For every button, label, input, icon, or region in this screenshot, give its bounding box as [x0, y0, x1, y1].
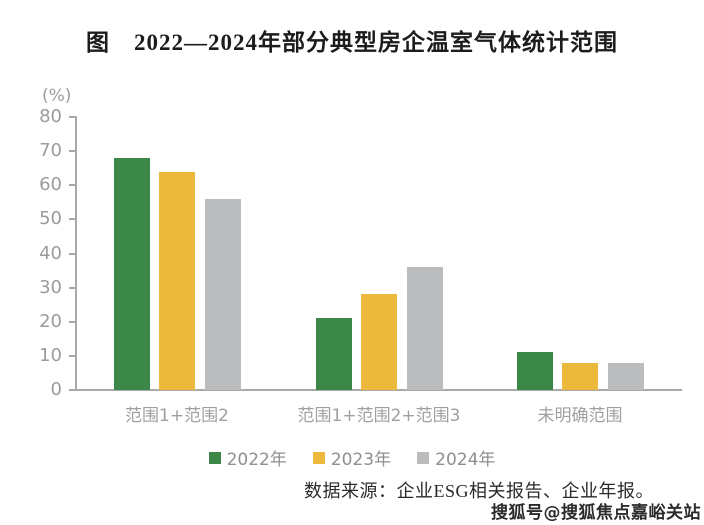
y-tick-label: 10	[39, 344, 62, 366]
legend-swatch	[312, 451, 325, 464]
legend-label: 2022年	[226, 450, 287, 470]
y-tick-label: 60	[39, 174, 62, 196]
x-category-label: 范围1+范围2+范围3	[297, 406, 461, 426]
legend-label: 2024年	[435, 450, 496, 470]
x-category-label: 范围1+范围2	[125, 406, 229, 426]
y-tick-mark	[69, 150, 76, 153]
y-axis-unit-label: (%)	[42, 86, 72, 106]
bar-2023年-范围1+范围2	[159, 171, 195, 390]
y-axis-line	[75, 116, 77, 391]
y-tick-mark	[69, 286, 76, 289]
bar-2024年-范围1+范围2	[204, 198, 241, 390]
legend-swatch	[417, 451, 430, 464]
y-tick-mark	[69, 116, 76, 118]
bar-2023年-范围1+范围2+范围3	[361, 294, 397, 390]
y-tick-mark	[69, 320, 76, 323]
bar-2022年-未明确范围	[516, 352, 553, 390]
y-tick-label: 70	[39, 140, 62, 162]
legend-label: 2023年	[330, 450, 392, 470]
y-tick-mark	[69, 252, 76, 255]
y-tick-label: 30	[39, 276, 62, 298]
bar-2022年-范围1+范围2	[113, 157, 150, 390]
y-tick-mark	[69, 389, 76, 391]
x-axis-line	[75, 389, 682, 391]
y-tick-label: 40	[39, 242, 62, 264]
legend-item: 2023年	[312, 445, 392, 470]
x-category-label: 未明确范围	[537, 406, 623, 426]
legend-swatch	[208, 451, 221, 464]
legend-item: 2022年	[208, 445, 287, 470]
data-source-note: 数据来源：企业ESG相关报告、企业年报。	[303, 481, 654, 501]
chart-title: 图 2022—2024年部分典型房企温室气体统计范围	[86, 30, 618, 55]
legend-item: 2024年	[417, 445, 495, 470]
legend: 2022年 2023年 2024年	[0, 445, 704, 470]
y-tick-label: 0	[50, 379, 62, 400]
bar-2024年-范围1+范围2+范围3	[406, 267, 443, 390]
y-tick-label: 20	[39, 310, 62, 332]
bar-2023年-未明确范围	[562, 362, 598, 390]
watermark: 搜狐号@搜狐焦点嘉峪关站	[491, 503, 701, 523]
plot-area	[0, 117, 704, 390]
y-tick-mark	[69, 218, 76, 221]
y-tick-label: 80	[39, 106, 62, 127]
y-tick-label: 50	[39, 208, 62, 230]
bar-2024年-未明确范围	[607, 362, 644, 390]
bar-2022年-范围1+范围2+范围3	[315, 318, 352, 390]
y-tick-mark	[69, 354, 76, 357]
y-tick-mark	[69, 184, 76, 187]
